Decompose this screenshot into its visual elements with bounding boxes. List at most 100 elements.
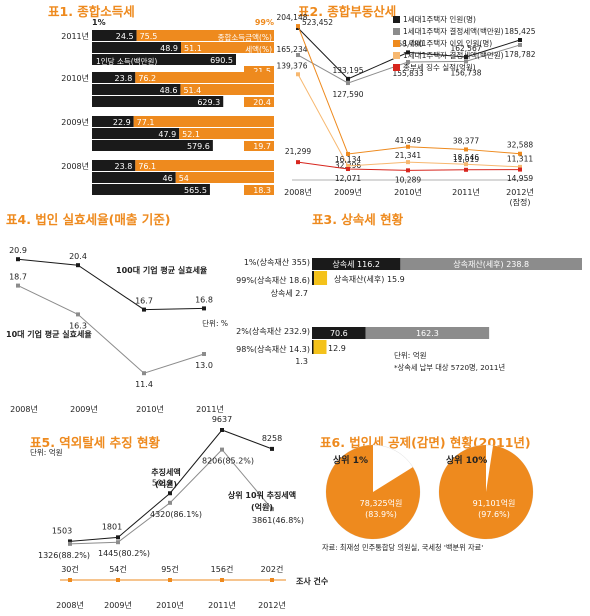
- series-value-label-0: 20.4: [69, 252, 87, 261]
- x-tick-label: 2008년: [284, 187, 312, 197]
- series-point-0: [406, 50, 410, 55]
- series-point-0: [346, 76, 350, 81]
- series-value-label-4: 21,299: [285, 147, 311, 156]
- series-value-label-0: 16.8: [195, 295, 213, 304]
- count-label: 95건: [161, 564, 179, 574]
- bar-income-99pct: [133, 116, 274, 127]
- label-percapita-99pct: 21.5: [253, 67, 271, 76]
- series-value-label-4: 11,019: [453, 155, 479, 164]
- label-tax-1pct: 48.9: [160, 44, 178, 53]
- count-point: [220, 578, 224, 582]
- year-label-0: 2011년: [61, 31, 89, 41]
- series-name-total-line1: 추징세액: [151, 467, 180, 477]
- series-value-label-4: 10,289: [395, 175, 421, 184]
- series-point-2: [296, 24, 300, 29]
- label-tax-99pct: 54: [179, 174, 189, 183]
- series-point-4: [346, 167, 350, 172]
- label-percapita-1pct: 629.3: [197, 98, 220, 107]
- x-tick-label: 2012년: [506, 187, 534, 197]
- header-99pct: 99%: [255, 18, 274, 27]
- count-label: 156건: [211, 564, 234, 574]
- series-value-label-0: 1503: [52, 526, 72, 535]
- series-point-1: [406, 60, 410, 65]
- bar-percapita-1pct: [92, 96, 224, 107]
- series-value-label-3: 16,134: [335, 155, 361, 164]
- bar-inheritance-aftertax: [365, 327, 490, 339]
- series-value-label-2: 204,148: [276, 13, 307, 22]
- label-income-99pct: 76.2: [138, 74, 156, 83]
- bar-label-aftertax: 162.3: [416, 329, 439, 338]
- series-value-label-0: 16.7: [135, 297, 153, 306]
- bar-tax-1pct: [92, 84, 181, 95]
- series-point-1: [142, 371, 146, 376]
- series-point-0: [464, 55, 468, 60]
- series-value-label-1: 3861(46.8%): [252, 516, 304, 525]
- year-label-3: 2008년: [61, 161, 89, 171]
- series-value-label-1: 8206(85.2%): [202, 457, 254, 466]
- x-tick-label: 2008년: [56, 600, 84, 610]
- series-line-1: [17, 285, 205, 374]
- bar-tax-1pct: [92, 172, 176, 183]
- label-income-99pct: 75.5: [140, 32, 158, 41]
- count-label: 202건: [261, 564, 284, 574]
- legend-label-1: 1세대1주택자 결정세액(백만원): [403, 26, 504, 36]
- series-value-label-1: 1445(80.2%): [98, 549, 150, 558]
- bar-tax-1pct: [92, 128, 180, 139]
- label-tax-99pct: 51.4: [183, 86, 201, 95]
- series-value-label-0: 5019: [152, 478, 172, 487]
- bar-inheritance-aftertax: [314, 271, 328, 285]
- series-value-label-1: 13.0: [195, 361, 213, 370]
- row-label-0: 1%(상속재산 355): [244, 257, 310, 267]
- bar-percapita-1pct: [92, 140, 213, 151]
- legend-swatch-3: [393, 52, 400, 59]
- title-table1: 표1. 종합소득세: [48, 4, 135, 19]
- series-point-4: [406, 168, 410, 173]
- series-point-0: [270, 446, 274, 451]
- x-tick-label: 2010년: [394, 187, 422, 197]
- series-value-label-4: 11,311: [507, 155, 533, 164]
- series-value-label-1: 18.7: [9, 273, 27, 282]
- series-point-3: [518, 164, 522, 169]
- label-tax-1pct: 46: [163, 174, 173, 183]
- series-point-0: [68, 539, 72, 544]
- series-value-label-0: 8258: [262, 434, 282, 443]
- series-value-label-1: 165,234: [276, 45, 307, 54]
- bar-label-aftertax: 12.9: [328, 344, 346, 353]
- label-income-1pct: 24.5: [116, 32, 134, 41]
- series-name-top10: 10대 기업 평균 실효세율: [6, 329, 92, 339]
- legend-swatch-1: [393, 28, 400, 35]
- bar-income-1pct: [92, 30, 137, 41]
- legend-label-2: 1세대1주택자 이외 인원(명): [403, 38, 492, 48]
- label-income-1pct: 23.8: [115, 74, 133, 83]
- legend-label-0: 1세대1주택자 인원(명): [403, 14, 476, 24]
- title-table5: 표5. 역외탈세 추징 현황: [30, 435, 161, 450]
- header-1pct: 1%: [92, 18, 106, 27]
- series-point-2: [518, 151, 522, 156]
- unit-label: 단위: 억원: [30, 447, 63, 457]
- bar-label-tax: 상속세 116.2: [332, 259, 380, 269]
- pie-value-1: 91,101억원: [473, 498, 516, 508]
- x-tick-label: 2010년: [156, 600, 184, 610]
- bar-label-tax: 70.6: [330, 329, 348, 338]
- series-point-4: [464, 167, 468, 172]
- series-point-2: [346, 151, 350, 156]
- bar-tax-99pct: [180, 42, 274, 53]
- title-table4: 표4. 법인 실효세율(매출 기준): [6, 212, 171, 227]
- series-value-label-1: 4320(86.1%): [150, 510, 202, 519]
- series-value-label-1: 155,833: [392, 69, 423, 78]
- label-percapita-99pct: 19.7: [253, 142, 271, 151]
- series-value-label-0: 162,567: [450, 44, 481, 53]
- unit-label: 단위: %: [202, 318, 228, 328]
- x-tick-label: 2009년: [70, 404, 98, 414]
- series-value-label-3: 139,376: [276, 61, 307, 70]
- series-point-1: [220, 447, 224, 452]
- label-percapita-99pct: 18.3: [253, 186, 271, 195]
- series-name-top10-line1: 상위 10위 추징세액: [228, 490, 296, 500]
- bar-percapita-99pct: [244, 97, 274, 107]
- bar-income-99pct: [135, 72, 274, 83]
- series-value-label-2: 41,949: [395, 136, 421, 145]
- x-tick-note: (잠정): [510, 197, 531, 207]
- count-point: [168, 578, 172, 582]
- series-value-label-0: 133,195: [332, 66, 363, 75]
- series-point-0: [220, 428, 224, 432]
